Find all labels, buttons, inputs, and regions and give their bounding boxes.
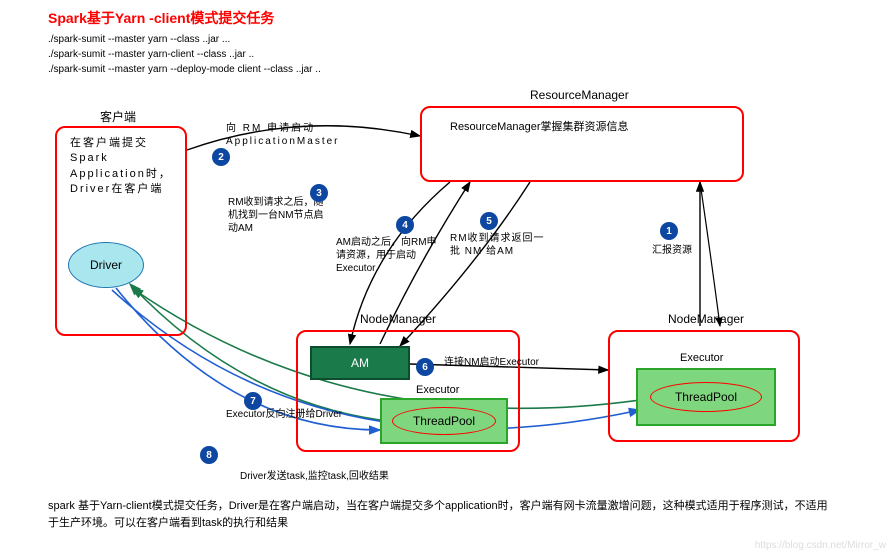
step-8-badge: 8 xyxy=(200,446,218,464)
label-5: RM收到请求返回一批 NM 给AM xyxy=(450,232,546,258)
label-1: 汇报资源 xyxy=(652,244,692,257)
driver-ellipse: Driver xyxy=(68,242,144,288)
threadpool1-label: ThreadPool xyxy=(413,414,475,428)
client-box-desc: 在客户端提交 Spark Application时，Driver在客户端 xyxy=(70,136,176,198)
step-5-badge: 5 xyxy=(480,212,498,230)
driver-label: Driver xyxy=(90,258,122,272)
nm2-title: NodeManager xyxy=(668,312,744,326)
step-6-badge: 6 xyxy=(416,358,434,376)
am-label: AM xyxy=(351,356,369,370)
cmd-line: ./spark-sumit --master yarn --class ..ja… xyxy=(48,32,321,47)
label-3: RM收到请求之后，随机找到一台NM节点启动AM xyxy=(228,196,324,235)
step-4-badge: 4 xyxy=(396,216,414,234)
label-7: Executor反向注册给Driver xyxy=(226,408,342,421)
label-6: 连接NM启动Executor xyxy=(444,356,539,369)
step-1-badge: 1 xyxy=(660,222,678,240)
step-7-badge: 7 xyxy=(244,392,262,410)
step-2-badge: 2 xyxy=(212,148,230,166)
cmd-line: ./spark-sumit --master yarn --deploy-mod… xyxy=(48,62,321,77)
executor1-box: ThreadPool xyxy=(380,398,508,444)
page-title: Spark基于Yarn -client模式提交任务 xyxy=(48,8,274,28)
label-8: Driver发送task,监控task,回收结果 xyxy=(240,470,389,483)
threadpool1: ThreadPool xyxy=(392,407,496,435)
executor1-title: Executor xyxy=(416,384,459,396)
rm-box-title: ResourceManager xyxy=(530,88,629,102)
rm-box-desc: ResourceManager掌握集群资源信息 xyxy=(450,120,629,135)
am-box: AM xyxy=(310,346,410,380)
threadpool2: ThreadPool xyxy=(650,382,762,412)
label-2: 向 RM 申请启动ApplicationMaster xyxy=(226,122,402,148)
rm-box xyxy=(420,106,744,182)
step-3-badge: 3 xyxy=(310,184,328,202)
footer-text: spark 基于Yarn-client模式提交任务，Driver是在客户端启动，… xyxy=(48,498,828,531)
nm1-title: NodeManager xyxy=(360,312,436,326)
threadpool2-label: ThreadPool xyxy=(675,390,737,404)
client-box-title: 客户端 xyxy=(100,108,136,125)
label-4: AM启动之后，向RM申请资源，用于启动Executor xyxy=(336,236,440,275)
executor2-title: Executor xyxy=(680,352,723,364)
cmd-line: ./spark-sumit --master yarn-client --cla… xyxy=(48,47,321,62)
command-lines: ./spark-sumit --master yarn --class ..ja… xyxy=(48,32,321,77)
watermark: https://blog.csdn.net/Mirror_w xyxy=(755,540,886,551)
executor2-box: ThreadPool xyxy=(636,368,776,426)
